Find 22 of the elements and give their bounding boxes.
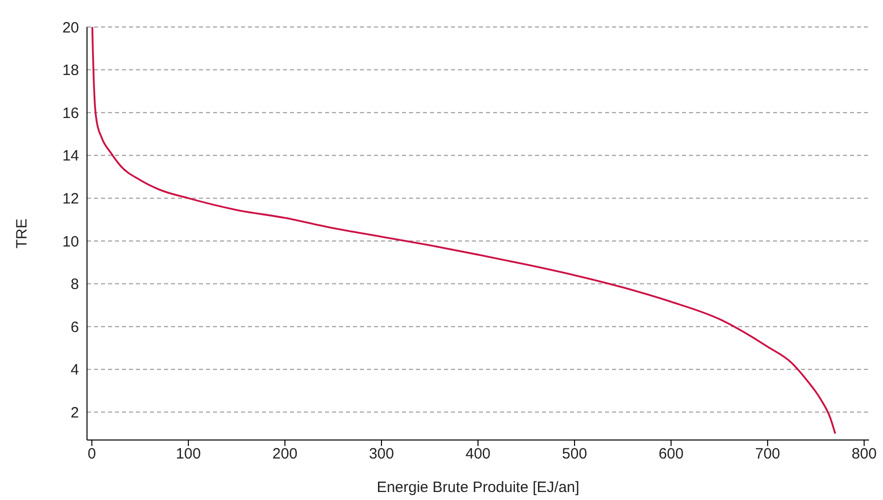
x-tick-label: 600 (658, 446, 684, 463)
line-series (91, 27, 836, 434)
x-tick-label: 300 (368, 446, 394, 463)
x-tick-label: 700 (755, 446, 780, 463)
y-axis-title: TRE (13, 218, 30, 248)
y-tick-label: 14 (62, 148, 79, 165)
y-tick-label: 12 (62, 190, 79, 208)
x-tick-label: 200 (272, 446, 298, 463)
y-tick-label: 4 (70, 362, 79, 379)
y-tick-label: 10 (62, 233, 79, 250)
y-tick-label: 20 (62, 19, 79, 36)
x-tick-label: 100 (176, 446, 201, 463)
x-tick-label: 0 (88, 446, 96, 463)
x-tick-label: 500 (562, 446, 588, 463)
y-tick-label: 8 (70, 276, 79, 294)
y-tick-label: 6 (70, 318, 79, 336)
x-tick-label: 400 (465, 446, 491, 463)
y-tick-label: 18 (62, 62, 79, 80)
y-tick-label: 2 (70, 404, 79, 422)
x-axis-title: Energie Brute Produite [EJ/an] (376, 479, 580, 496)
y-tick-label: 16 (62, 104, 79, 122)
x-tick-label: 800 (852, 446, 877, 463)
